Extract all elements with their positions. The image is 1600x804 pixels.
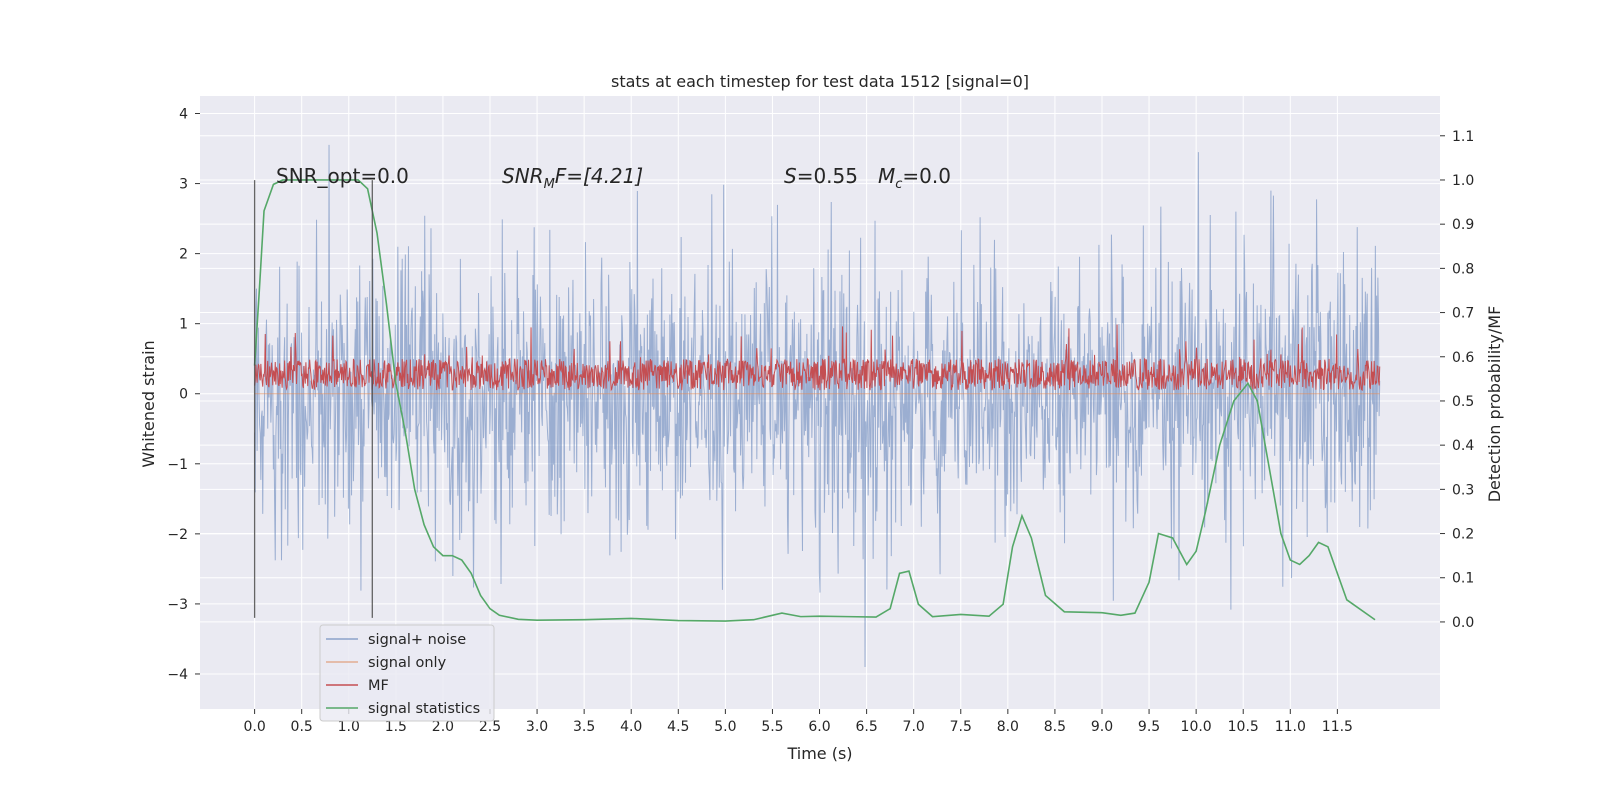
y-axis-left-label: Whitened strain <box>139 340 158 467</box>
x-tick-label: 2.5 <box>479 719 501 735</box>
legend: signal+ noise signal only MF signal stat… <box>319 624 495 722</box>
x-tick-label: 4.5 <box>667 719 689 735</box>
y-right-tick-label: 0.9 <box>1452 217 1474 233</box>
annotation-snr-mf-sub: M <box>544 177 555 192</box>
y-right-tick-label: 0.3 <box>1452 482 1474 498</box>
annotation-mc-rest: =0.0 <box>902 164 951 188</box>
x-tick-label: 6.0 <box>808 719 830 735</box>
y-right-tick-label: 0.6 <box>1452 350 1474 366</box>
x-tick-label: 7.5 <box>950 719 972 735</box>
chart-title: stats at each timestep for test data 151… <box>611 72 1029 91</box>
x-tick-label: 1.0 <box>338 719 360 735</box>
annotation-s-rest: =0.55 <box>797 164 858 188</box>
annotation-snr-opt: SNR_opt=0.0 <box>276 164 409 188</box>
y-left-tick-label: 1 <box>179 317 188 333</box>
annotation-s-var: S <box>784 164 797 188</box>
annotation-s: S=0.55 <box>784 164 858 188</box>
y-right-tick-label: 0.5 <box>1452 394 1474 410</box>
x-tick-label: 0.0 <box>243 719 265 735</box>
x-tick-label: 11.0 <box>1275 719 1306 735</box>
y-right-tick-label: 1.0 <box>1452 173 1474 189</box>
x-tick-label: 3.0 <box>526 719 548 735</box>
legend-label-mf: MF <box>368 678 389 694</box>
x-tick-label: 0.5 <box>291 719 313 735</box>
x-tick-label: 3.5 <box>573 719 595 735</box>
y-axis-right-label: Detection probability/MF <box>1485 306 1504 503</box>
legend-label-signal-only: signal only <box>368 655 447 671</box>
y-right-tick-label: 0.4 <box>1452 438 1474 454</box>
x-tick-label: 7.0 <box>903 719 925 735</box>
series-mf <box>254 324 1381 392</box>
y-right-tick-label: 1.1 <box>1452 129 1474 145</box>
x-tick-label: 5.5 <box>761 719 783 735</box>
y-right-tick-label: 0.2 <box>1452 527 1474 543</box>
y-left-tick-label: 3 <box>179 177 188 193</box>
annotation-snr-mf-var: SNR <box>502 164 544 188</box>
legend-label-signal-statistics: signal statistics <box>368 701 480 717</box>
y-right-tick-label: 0.7 <box>1452 306 1474 322</box>
annotation-mc-sub: c <box>895 177 902 192</box>
x-tick-label: 5.0 <box>714 719 736 735</box>
x-tick-label: 8.5 <box>1044 719 1066 735</box>
x-tick-label: 2.0 <box>432 719 454 735</box>
x-tick-label: 11.5 <box>1322 719 1353 735</box>
ticks-layer: 0.0 0.5 1.0 1.5 2.0 2.5 3.0 3.5 4.0 4.5 5.0 5.5 6.0 6… <box>167 107 1474 735</box>
x-tick-label: 6.5 <box>855 719 877 735</box>
annotation-snr-mf-rest: F=[4.21] <box>555 164 643 188</box>
series-signal-statistics <box>253 179 1376 622</box>
y-left-tick-label: −4 <box>167 667 188 683</box>
y-right-tick-label: 0.1 <box>1452 571 1474 587</box>
x-axis-label: Time (s) <box>786 744 852 763</box>
x-tick-label: 4.0 <box>620 719 642 735</box>
grid-lines <box>200 96 1440 709</box>
y-left-tick-label: 2 <box>179 247 188 263</box>
y-left-tick-label: −3 <box>167 597 188 613</box>
legend-label-signal-noise: signal+ noise <box>368 632 466 648</box>
x-tick-label: 9.5 <box>1138 719 1160 735</box>
legend-box <box>319 624 495 722</box>
x-tick-label: 9.0 <box>1091 719 1113 735</box>
annotation-snr-mf: SNRMF=[4.21] <box>502 164 643 192</box>
x-tick-label: 10.5 <box>1228 719 1259 735</box>
data-layer <box>253 144 1381 667</box>
annotation-mc-var: M <box>878 164 895 188</box>
y-right-tick-label: 0.8 <box>1452 261 1474 277</box>
x-tick-label: 1.5 <box>385 719 407 735</box>
x-tick-label: 8.0 <box>997 719 1019 735</box>
y-right-tick-label: 0.0 <box>1452 615 1474 631</box>
y-left-tick-label: 4 <box>179 107 188 123</box>
y-left-tick-label: −2 <box>167 527 188 543</box>
x-tick-label: 10.0 <box>1181 719 1212 735</box>
annotation-mc: Mc=0.0 <box>878 164 951 192</box>
y-left-tick-label: −1 <box>167 457 188 473</box>
y-left-tick-label: 0 <box>179 387 188 403</box>
